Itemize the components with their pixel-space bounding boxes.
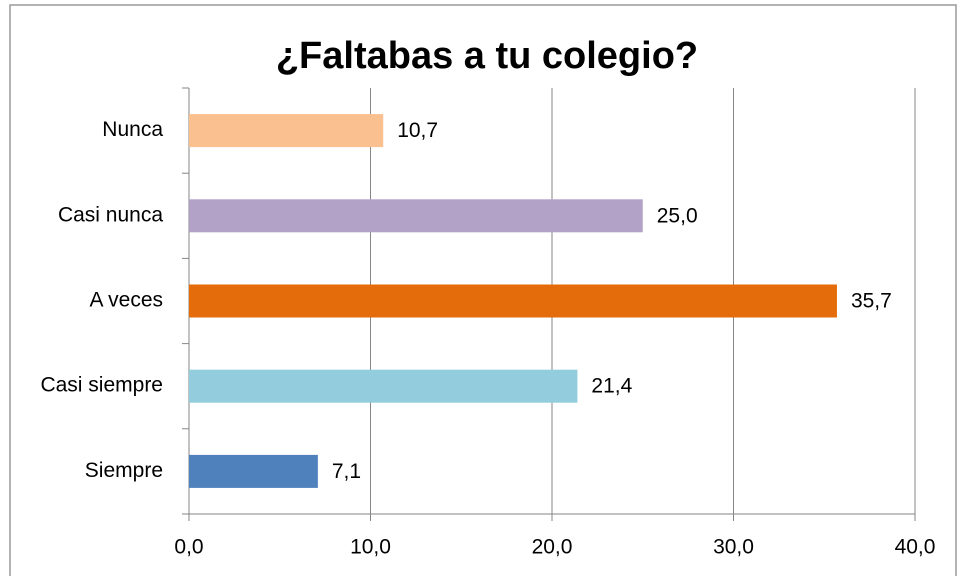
x-tick-label: 30,0 — [713, 536, 754, 559]
x-tick-label: 0,0 — [174, 536, 203, 559]
x-tick-label: 20,0 — [532, 536, 573, 559]
bar — [189, 284, 837, 318]
y-tick-label: A veces — [89, 289, 163, 312]
y-tick-label: Casi nunca — [58, 203, 163, 226]
data-label: 7,1 — [332, 460, 361, 483]
chart-title: ¿Faltabas a tu colegio? — [276, 35, 698, 77]
data-label: 21,4 — [591, 375, 632, 398]
bar — [189, 114, 384, 148]
data-label: 35,7 — [851, 290, 892, 313]
y-tick-label: Nunca — [102, 118, 163, 141]
bar — [189, 454, 318, 488]
y-tick-label: Siempre — [85, 459, 163, 482]
y-tick-label: Casi siempre — [40, 374, 163, 397]
bar — [189, 199, 643, 233]
data-label: 25,0 — [657, 204, 698, 227]
x-tick-label: 10,0 — [350, 536, 391, 559]
bar — [189, 369, 578, 403]
x-tick-label: 40,0 — [895, 536, 936, 559]
data-label: 10,7 — [397, 119, 438, 142]
